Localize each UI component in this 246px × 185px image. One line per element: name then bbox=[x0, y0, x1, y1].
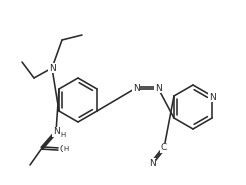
Text: N: N bbox=[155, 83, 161, 92]
Text: N: N bbox=[49, 63, 55, 73]
Text: H: H bbox=[63, 146, 69, 152]
Text: N: N bbox=[149, 159, 155, 167]
Text: O: O bbox=[60, 144, 66, 154]
Text: N: N bbox=[53, 127, 59, 137]
Text: N: N bbox=[133, 83, 139, 92]
Text: N: N bbox=[209, 92, 215, 102]
Text: C: C bbox=[161, 144, 167, 152]
Text: H: H bbox=[60, 132, 65, 138]
